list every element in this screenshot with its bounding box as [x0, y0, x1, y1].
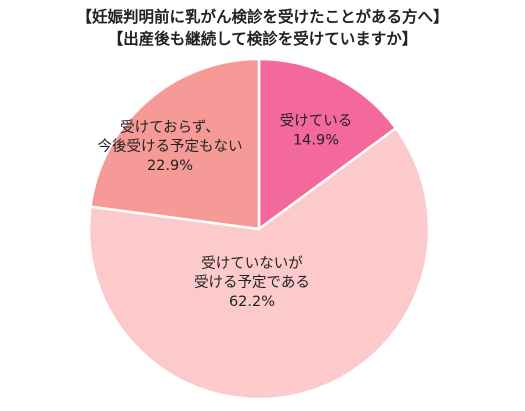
pie-slice-2 — [87, 126, 431, 401]
chart-title: 【妊娠判明前に乳がん検診を受けたことがある方へ】 — [76, 8, 449, 26]
slice-category-label-1: 受けている — [280, 113, 353, 130]
slice-category-label-2: 受ける予定である — [194, 274, 310, 291]
pie-slice-3 — [89, 57, 261, 231]
slice-category-label-2: 受けていないが — [201, 255, 303, 272]
slice-value-label-2: 62.2% — [229, 294, 275, 310]
slice-value-label-3: 22.9% — [147, 158, 193, 174]
slice-category-label-3: 受けておらず、 — [120, 119, 220, 136]
slice-value-label-1: 14.9% — [293, 133, 339, 149]
chart-subtitle: 【出産後も継続して検診を受けていますか】 — [107, 30, 418, 48]
chart-title-block: 【妊娠判明前に乳がん検診を受けたことがある方へ】 【出産後も継続して検診を受けて… — [0, 6, 525, 50]
slice-category-label-3: 今後受ける予定もない — [98, 138, 243, 155]
pie-slice-1 — [257, 57, 398, 232]
